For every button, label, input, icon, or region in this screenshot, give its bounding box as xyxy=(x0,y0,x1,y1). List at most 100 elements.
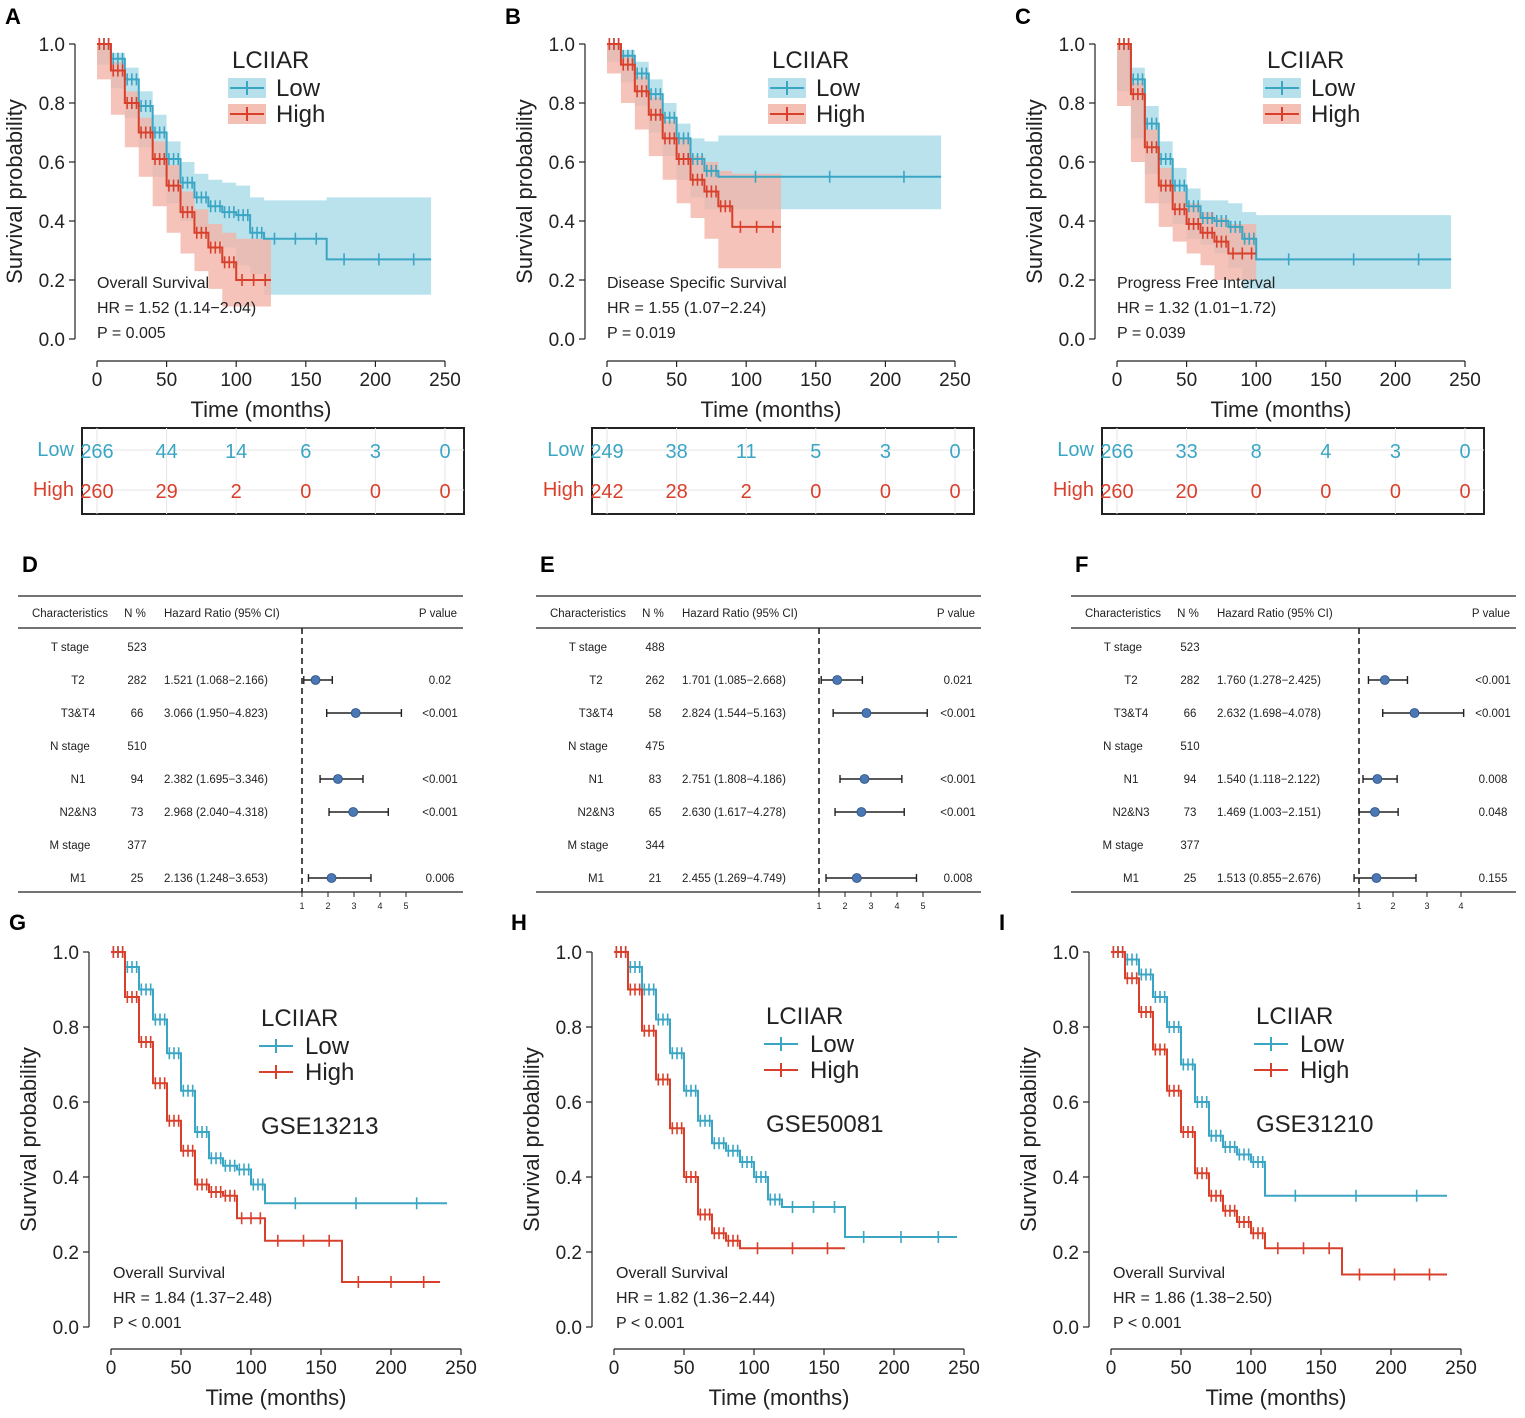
survival-curve-high xyxy=(614,951,845,1250)
x-tick-label: 150 xyxy=(290,370,322,391)
legend-title: LCIIAR xyxy=(1256,1003,1333,1030)
row-label: N stage xyxy=(1103,741,1143,753)
endpoint-label: Disease Specific Survival xyxy=(607,275,787,292)
x-tick-label: 0 xyxy=(1106,1358,1117,1379)
hr-point xyxy=(1370,807,1380,817)
forest-x-tick-label: 1 xyxy=(299,901,304,911)
x-axis-label: Time (months) xyxy=(1211,397,1352,422)
risk-count-low: 3 xyxy=(880,441,891,463)
survival-curve-high xyxy=(111,951,440,1283)
x-tick-label: 150 xyxy=(1310,370,1342,391)
header-hazard-ratio: Hazard Ratio (95% CI) xyxy=(682,608,798,620)
risk-count-high: 260 xyxy=(80,481,113,503)
x-tick-label: 100 xyxy=(1235,1358,1267,1379)
risk-count-low: 5 xyxy=(810,441,821,463)
x-tick-label: 250 xyxy=(1449,370,1481,391)
x-tick-label: 0 xyxy=(1112,370,1123,391)
header-p-value: P value xyxy=(1472,608,1510,620)
risk-count-high: 0 xyxy=(949,481,960,503)
x-tick-label: 150 xyxy=(800,370,832,391)
x-tick-label: 250 xyxy=(429,370,461,391)
forest-x-tick-label: 2 xyxy=(325,901,330,911)
forest-x-tick-label: 4 xyxy=(377,901,382,911)
x-tick-label: 0 xyxy=(602,370,613,391)
row-p-value: <0.001 xyxy=(1475,675,1511,687)
y-tick-label: 0.4 xyxy=(1053,1168,1080,1189)
y-tick-label: 0.2 xyxy=(1059,271,1085,292)
row-n: 523 xyxy=(127,642,146,654)
x-tick-label: 100 xyxy=(738,1358,770,1379)
legend-title: LCIIAR xyxy=(232,47,309,74)
row-n: 94 xyxy=(131,774,144,786)
risk-count-low: 44 xyxy=(155,441,177,463)
hr-point xyxy=(326,873,337,883)
risk-row-label-high: High xyxy=(33,479,74,501)
row-n: 282 xyxy=(127,675,146,687)
forest-x-tick-label: 5 xyxy=(403,901,408,911)
risk-count-high: 0 xyxy=(1459,481,1470,503)
risk-count-high: 260 xyxy=(1100,481,1133,503)
y-tick-label: 0.2 xyxy=(1053,1243,1079,1264)
legend-title: LCIIAR xyxy=(772,47,849,74)
row-n: 262 xyxy=(645,675,664,687)
row-n: 73 xyxy=(1184,807,1197,819)
hazard-ratio-text: HR = 1.52 (1.14−2.04) xyxy=(97,300,256,317)
y-tick-label: 0.2 xyxy=(556,1243,582,1264)
risk-count-low: 14 xyxy=(225,441,247,463)
row-p-value: 0.155 xyxy=(1479,873,1508,885)
hazard-ratio-text: HR = 1.84 (1.37−2.48) xyxy=(113,1290,272,1307)
y-tick-label: 1.0 xyxy=(556,943,582,964)
row-n: 66 xyxy=(131,708,144,720)
legend-label-high: High xyxy=(810,1057,859,1084)
risk-table-frame xyxy=(81,427,465,515)
row-label: M stage xyxy=(568,840,609,852)
row-n: 510 xyxy=(127,741,146,753)
risk-count-low: 3 xyxy=(1390,441,1401,463)
hr-point xyxy=(851,873,862,883)
row-n: 488 xyxy=(645,642,664,654)
p-value-text: P < 0.001 xyxy=(113,1315,182,1332)
forest-x-tick-label: 5 xyxy=(920,901,925,911)
forest-x-tick-label: 3 xyxy=(868,901,873,911)
row-n: 83 xyxy=(649,774,662,786)
row-p-value: 0.006 xyxy=(426,873,455,885)
y-tick-label: 0.8 xyxy=(1059,94,1085,115)
risk-row-label-low: Low xyxy=(37,439,74,461)
risk-row-label-low: Low xyxy=(1057,439,1094,461)
row-label: T3&T4 xyxy=(1114,708,1149,720)
x-tick-label: 50 xyxy=(666,370,687,391)
x-tick-label: 50 xyxy=(170,1358,191,1379)
dataset-label: GSE13213 xyxy=(261,1113,378,1140)
survival-curve-low xyxy=(1111,951,1447,1197)
row-label: T2 xyxy=(589,675,602,687)
hr-point xyxy=(1371,873,1382,883)
row-p-value: <0.001 xyxy=(940,774,976,786)
risk-count-high: 0 xyxy=(880,481,891,503)
panel-letter: G xyxy=(9,910,26,935)
hazard-ratio-text: HR = 1.32 (1.01−1.72) xyxy=(1117,300,1276,317)
y-axis-label: Survival probability xyxy=(2,99,27,284)
x-tick-label: 150 xyxy=(808,1358,840,1379)
risk-count-high: 20 xyxy=(1175,481,1197,503)
row-hazard-ratio: 2.382 (1.695−3.346) xyxy=(164,774,268,786)
hazard-ratio-text: HR = 1.86 (1.38−2.50) xyxy=(1113,1290,1272,1307)
y-tick-label: 1.0 xyxy=(39,35,65,56)
risk-row-label-low: Low xyxy=(547,439,584,461)
risk-count-low: 3 xyxy=(370,441,381,463)
row-label: N1 xyxy=(1124,774,1139,786)
row-n: 510 xyxy=(1180,741,1199,753)
header-characteristics: Characteristics xyxy=(32,608,108,620)
y-tick-label: 0.6 xyxy=(556,1093,582,1114)
x-tick-label: 250 xyxy=(1445,1358,1477,1379)
y-axis-label: Survival probability xyxy=(16,1047,41,1232)
x-tick-label: 50 xyxy=(1170,1358,1191,1379)
row-hazard-ratio: 1.521 (1.068−2.166) xyxy=(164,675,268,687)
panel-letter: I xyxy=(999,910,1005,935)
row-label: N stage xyxy=(568,741,608,753)
y-tick-label: 0.0 xyxy=(556,1318,582,1339)
row-hazard-ratio: 2.824 (1.544−5.163) xyxy=(682,708,786,720)
y-tick-label: 0.0 xyxy=(549,330,575,351)
y-tick-label: 0.4 xyxy=(39,212,66,233)
